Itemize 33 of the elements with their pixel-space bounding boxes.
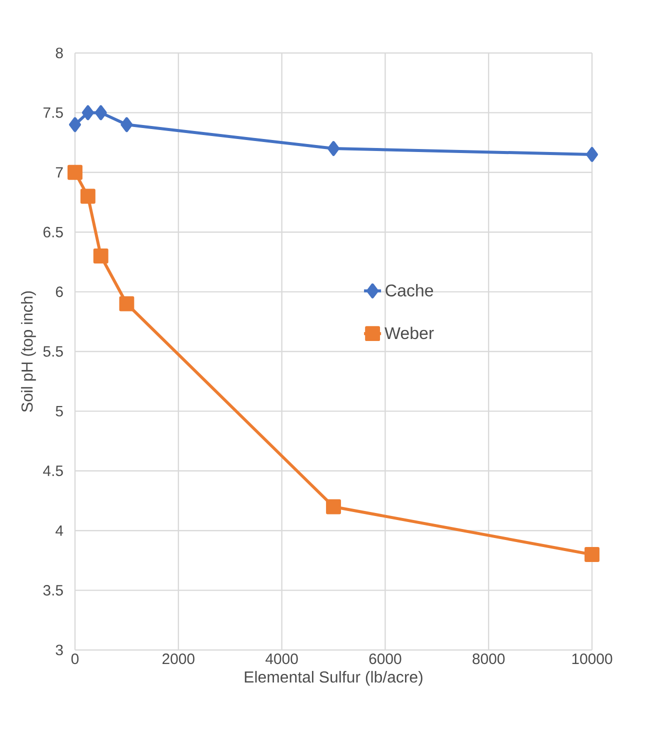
point (586, 147, 598, 162)
y-tick-label: 8 (56, 48, 63, 58)
y-tick-label: 3.5 (43, 585, 63, 596)
y-tick-label: 4 (56, 525, 64, 536)
y-tick-label: 6 (56, 286, 63, 298)
y-tick-label: 7 (56, 167, 63, 178)
point (120, 117, 133, 132)
point (119, 296, 134, 312)
y-axis-title: Soil pH (top inch) (21, 291, 36, 412)
legend-label: Cache (386, 284, 434, 296)
point (69, 117, 81, 132)
legend-label: Weber (384, 326, 434, 340)
y-tick-label: 5.5 (43, 346, 63, 357)
x-tick-label: 8000 (472, 654, 505, 664)
y-tick-label: 6.5 (44, 226, 63, 238)
point (94, 105, 107, 120)
point (68, 164, 82, 180)
point (82, 105, 94, 120)
y-tick-label: 3 (56, 644, 63, 656)
x-tick-label: 6000 (369, 654, 402, 664)
point (328, 141, 340, 156)
point (326, 499, 341, 514)
y-tick-label: 7.5 (44, 107, 63, 118)
point (80, 188, 96, 204)
y-tick-label: 5 (56, 406, 63, 416)
x-tick-label: 10000 (572, 654, 612, 664)
x-axis-title: Elemental Sulfur (lb/acre) (244, 670, 422, 686)
x-tick-label: 0 (71, 654, 79, 664)
point (584, 547, 600, 562)
y-tick-label: 4.5 (43, 466, 63, 476)
point (93, 248, 108, 264)
x-tick-label: 2000 (162, 654, 194, 664)
x-tick-label: 4000 (266, 654, 298, 664)
